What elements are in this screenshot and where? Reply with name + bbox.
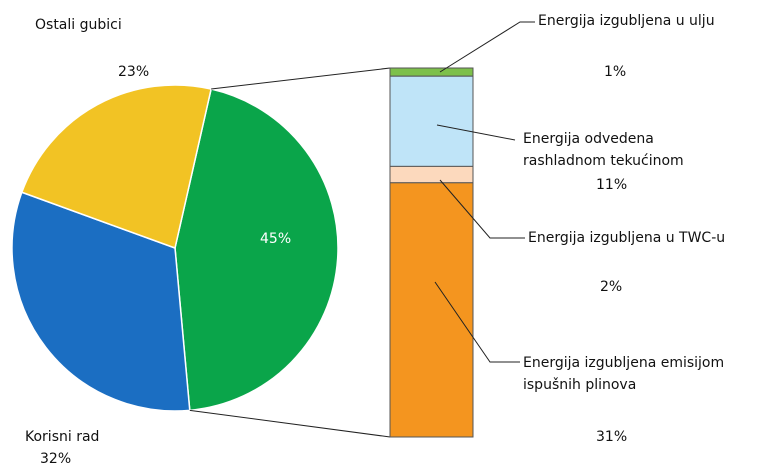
pie-slice bbox=[20, 84, 213, 249]
connector-line bbox=[189, 409, 391, 438]
bar-value-label: 11% bbox=[596, 177, 628, 193]
pie-value-label: 32% bbox=[40, 451, 72, 464]
pie-value-label: 45% bbox=[260, 231, 292, 247]
leader-line bbox=[436, 124, 516, 141]
bar-value-label: 2% bbox=[600, 279, 623, 295]
bar-segment bbox=[389, 75, 474, 167]
pie-category-label: Korisni rad bbox=[25, 429, 100, 445]
pie-slice bbox=[11, 191, 191, 412]
bar-segment bbox=[389, 182, 474, 438]
pie-value-label: 23% bbox=[118, 64, 150, 80]
bar-category-label: Energija izgubljena u ulju bbox=[538, 13, 715, 29]
bar-category-label: Energija izgubljena emisijom ispušnih pl… bbox=[523, 355, 725, 393]
bar-segment bbox=[389, 165, 474, 184]
bar-category-label: Energija odvedena rashladnom tekućinom bbox=[523, 131, 684, 169]
connector-line bbox=[211, 67, 391, 90]
bar-value-label: 1% bbox=[604, 64, 627, 80]
bar-category-label: Energija izgubljena u TWC-u bbox=[528, 230, 726, 246]
leader-line bbox=[439, 179, 525, 239]
bar-value-label: 31% bbox=[596, 429, 628, 445]
bar-segment bbox=[389, 67, 474, 77]
pie-slice bbox=[174, 88, 339, 412]
leader-line bbox=[439, 21, 535, 73]
leader-line bbox=[434, 281, 520, 363]
pie-category-label: Ostali gubici bbox=[35, 17, 122, 33]
